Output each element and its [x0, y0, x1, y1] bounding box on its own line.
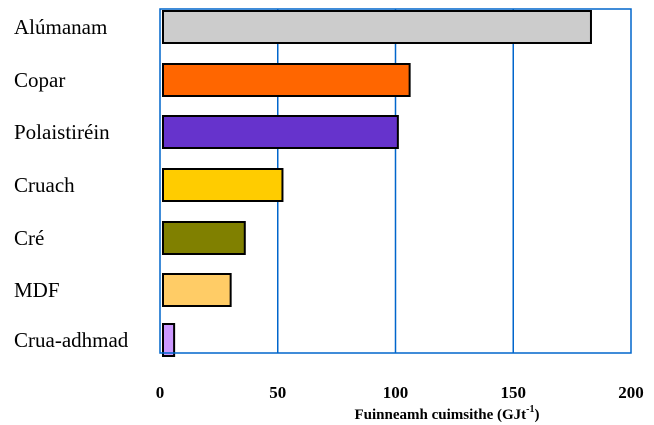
- x-tick-label-50: 50: [269, 383, 286, 402]
- bar-3: [162, 115, 399, 149]
- x-axis-title: Fuinneamh cuimsithe (GJt-1): [354, 404, 539, 423]
- x-axis-title-superscript: -1: [526, 404, 534, 415]
- category-label-6: MDF: [14, 278, 60, 302]
- x-axis-title-main: Fuinneamh cuimsithe (GJt: [354, 407, 526, 423]
- x-axis-title-end: ): [535, 407, 540, 423]
- category-label-1: Alúmanam: [14, 15, 107, 39]
- category-label-4: Cruach: [14, 173, 75, 197]
- category-labels: Alúmanam Copar Polaistiréin Cruach Cré MDF Cru…: [14, 15, 129, 352]
- bar-7: [162, 323, 176, 357]
- bar-1: [162, 10, 592, 44]
- plot-frame: [159, 8, 632, 354]
- x-tick-label-150: 150: [501, 383, 527, 402]
- x-tick-label-100: 100: [383, 383, 409, 402]
- category-label-2: Copar: [14, 68, 65, 92]
- bar-4: [162, 168, 284, 202]
- category-label-5: Cré: [14, 226, 44, 250]
- x-tick-label-200: 200: [618, 383, 644, 402]
- bar-6: [162, 273, 232, 307]
- x-tick-labels: 0 50 100 150 200: [156, 383, 644, 402]
- bar-2: [162, 63, 411, 97]
- x-tick-label-0: 0: [156, 383, 165, 402]
- category-label-7: Crua-adhmad: [14, 328, 129, 352]
- bars: [162, 10, 592, 357]
- gridlines: [277, 9, 514, 353]
- category-label-3: Polaistiréin: [14, 120, 110, 144]
- bar-5: [162, 221, 246, 255]
